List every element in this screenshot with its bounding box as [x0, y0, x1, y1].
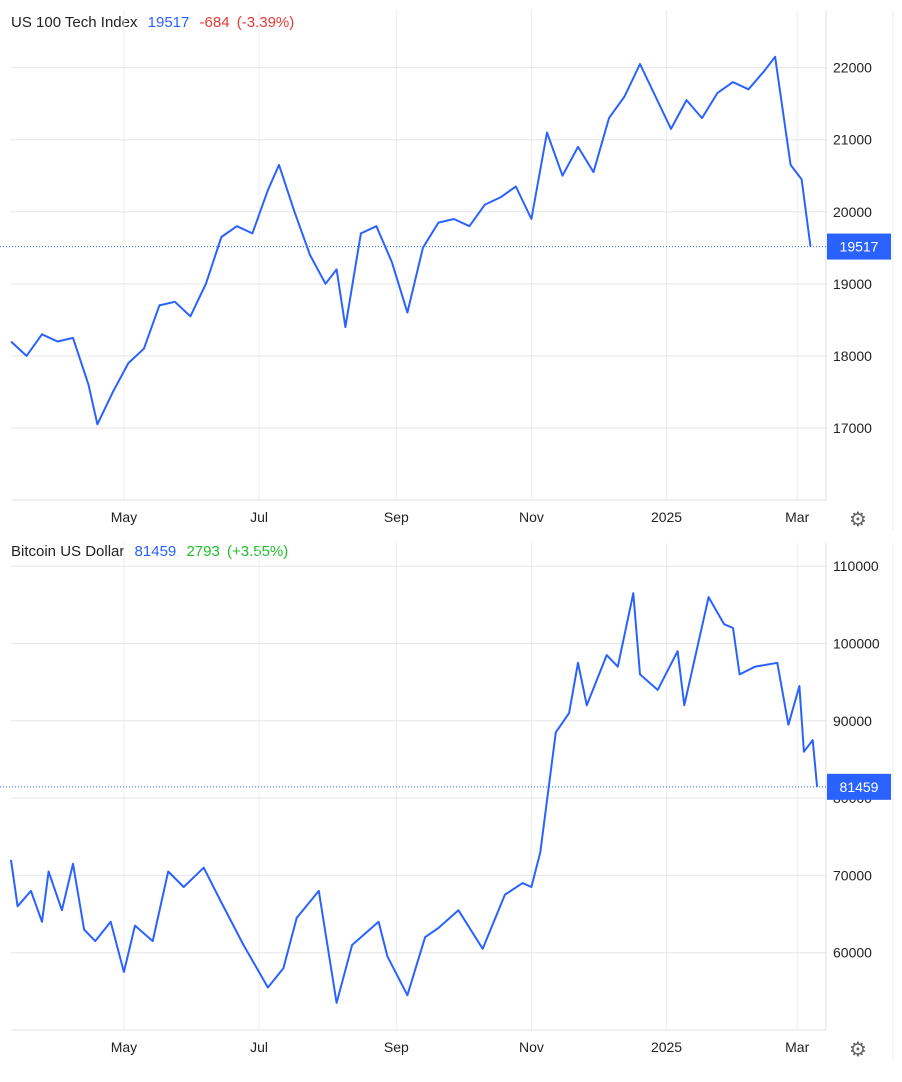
last-price: 81459 [134, 543, 177, 560]
x-tick-label: Jul [250, 509, 268, 525]
x-tick-label: May [111, 509, 137, 525]
y-tick-label: 18000 [833, 348, 872, 364]
y-tick-label: 21000 [833, 132, 872, 148]
instrument-name: US 100 Tech Index [11, 14, 138, 31]
x-tick-label: Mar [785, 1039, 809, 1055]
x-tick-label: 2025 [651, 1039, 682, 1055]
x-tick-label: 2025 [651, 509, 682, 525]
us100-chart-panel: US 100 Tech Index 19517 -684 (-3.39%) 17… [0, 0, 902, 535]
x-tick-label: Sep [384, 509, 409, 525]
bitcoin-line-chart[interactable]: 60000700008000090000100000110000MayJulSe… [0, 535, 902, 1082]
instrument-name: Bitcoin US Dollar [11, 543, 125, 560]
price-change: 2793 [186, 543, 220, 560]
x-tick-label: May [111, 1039, 137, 1055]
y-tick-label: 17000 [833, 420, 872, 436]
x-tick-label: Sep [384, 1039, 409, 1055]
y-tick-label: 100000 [833, 635, 880, 651]
y-tick-label: 90000 [833, 713, 872, 729]
gear-icon[interactable]: ⚙ [849, 1039, 867, 1061]
x-tick-label: Nov [519, 509, 544, 525]
x-tick-label: Mar [785, 509, 809, 525]
gear-icon[interactable]: ⚙ [849, 509, 867, 531]
chart-header: US 100 Tech Index 19517 -684 (-3.39%) [11, 14, 300, 31]
us100-line-chart[interactable]: 17000 18000 19000 20000 21000 22000 May Jul Sep N… [0, 0, 902, 535]
price-change-percent: (+3.55%) [226, 543, 289, 560]
series-line[interactable] [10, 592, 819, 1004]
price-change-percent: (-3.39%) [236, 14, 295, 31]
y-tick-label: 20000 [833, 204, 872, 220]
series-line[interactable] [10, 55, 812, 426]
price-change: -684 [199, 14, 230, 31]
chart-header: Bitcoin US Dollar 81459 2793 (+3.55%) [11, 543, 294, 560]
x-tick-label: Jul [250, 1039, 268, 1055]
last-price-tag-label: 19517 [840, 239, 879, 255]
y-tick-label: 70000 [833, 867, 872, 883]
last-price-tag-label: 81459 [840, 779, 879, 795]
y-tick-label: 60000 [833, 945, 872, 961]
y-tick-label: 22000 [833, 60, 872, 76]
y-tick-label: 110000 [833, 558, 879, 574]
last-price-tag [827, 233, 891, 260]
bitcoin-chart-panel: Bitcoin US Dollar 81459 2793 (+3.55%) 60… [0, 535, 902, 1082]
y-tick-label: 19000 [833, 276, 872, 292]
last-price: 19517 [147, 14, 190, 31]
last-price-tag [827, 773, 891, 800]
x-tick-label: Nov [519, 1039, 544, 1055]
